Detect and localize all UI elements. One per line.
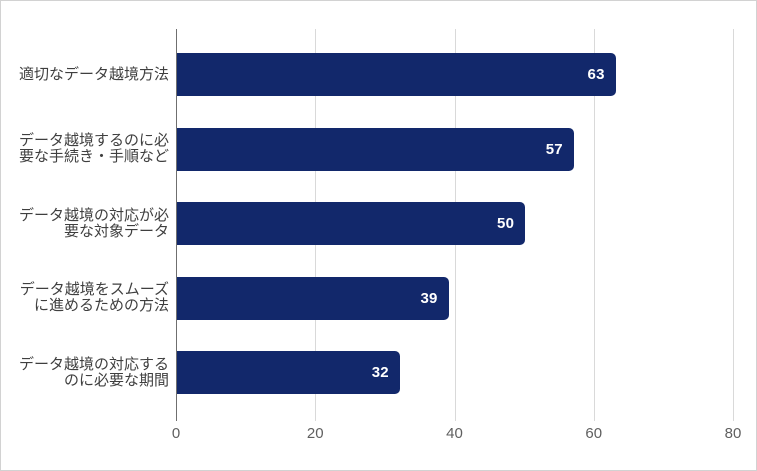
x-tick-label: 60 bbox=[585, 425, 603, 442]
category-label-text: データ越境の対応が必要な対象データ bbox=[19, 206, 170, 240]
bar-value-label: 39 bbox=[420, 289, 438, 307]
x-tick-label: 80 bbox=[724, 425, 742, 442]
bar: 57 bbox=[177, 127, 574, 171]
category-label-text: データ越境の対応するのに必要な期間 bbox=[19, 355, 170, 389]
x-tick-label: 20 bbox=[306, 425, 324, 442]
bar-value-label: 63 bbox=[587, 66, 605, 83]
x-tick-label: 40 bbox=[446, 425, 463, 442]
x-gridline bbox=[733, 29, 734, 421]
category-label: 適切なデータ越境方法 bbox=[19, 53, 169, 96]
bar-value-label: 32 bbox=[371, 364, 389, 381]
bar: 32 bbox=[177, 351, 400, 394]
bar: 63 bbox=[177, 53, 616, 96]
category-label-text: データ越境するのに必要な手続き・手順など bbox=[19, 132, 170, 165]
category-label: データ越境の対応が必要な対象データ bbox=[19, 202, 169, 245]
bar: 50 bbox=[177, 202, 526, 245]
bar-value-label: 50 bbox=[497, 215, 515, 232]
bar: 39 bbox=[177, 276, 449, 320]
category-label: データ越境するのに必要な手続き・手順など bbox=[19, 128, 169, 171]
x-gridline bbox=[593, 29, 595, 421]
category-label: データ越境をスムーズに進めるための方法 bbox=[19, 277, 169, 320]
category-label-text: 適切なデータ越境方法 bbox=[19, 65, 170, 83]
category-label-text: データ越境をスムーズに進めるための方法 bbox=[19, 281, 169, 314]
y-axis-line bbox=[176, 29, 177, 421]
category-label: データ越境の対応するのに必要な期間 bbox=[19, 351, 169, 394]
x-tick-label: 0 bbox=[171, 425, 181, 442]
bar-value-label: 57 bbox=[545, 140, 563, 158]
